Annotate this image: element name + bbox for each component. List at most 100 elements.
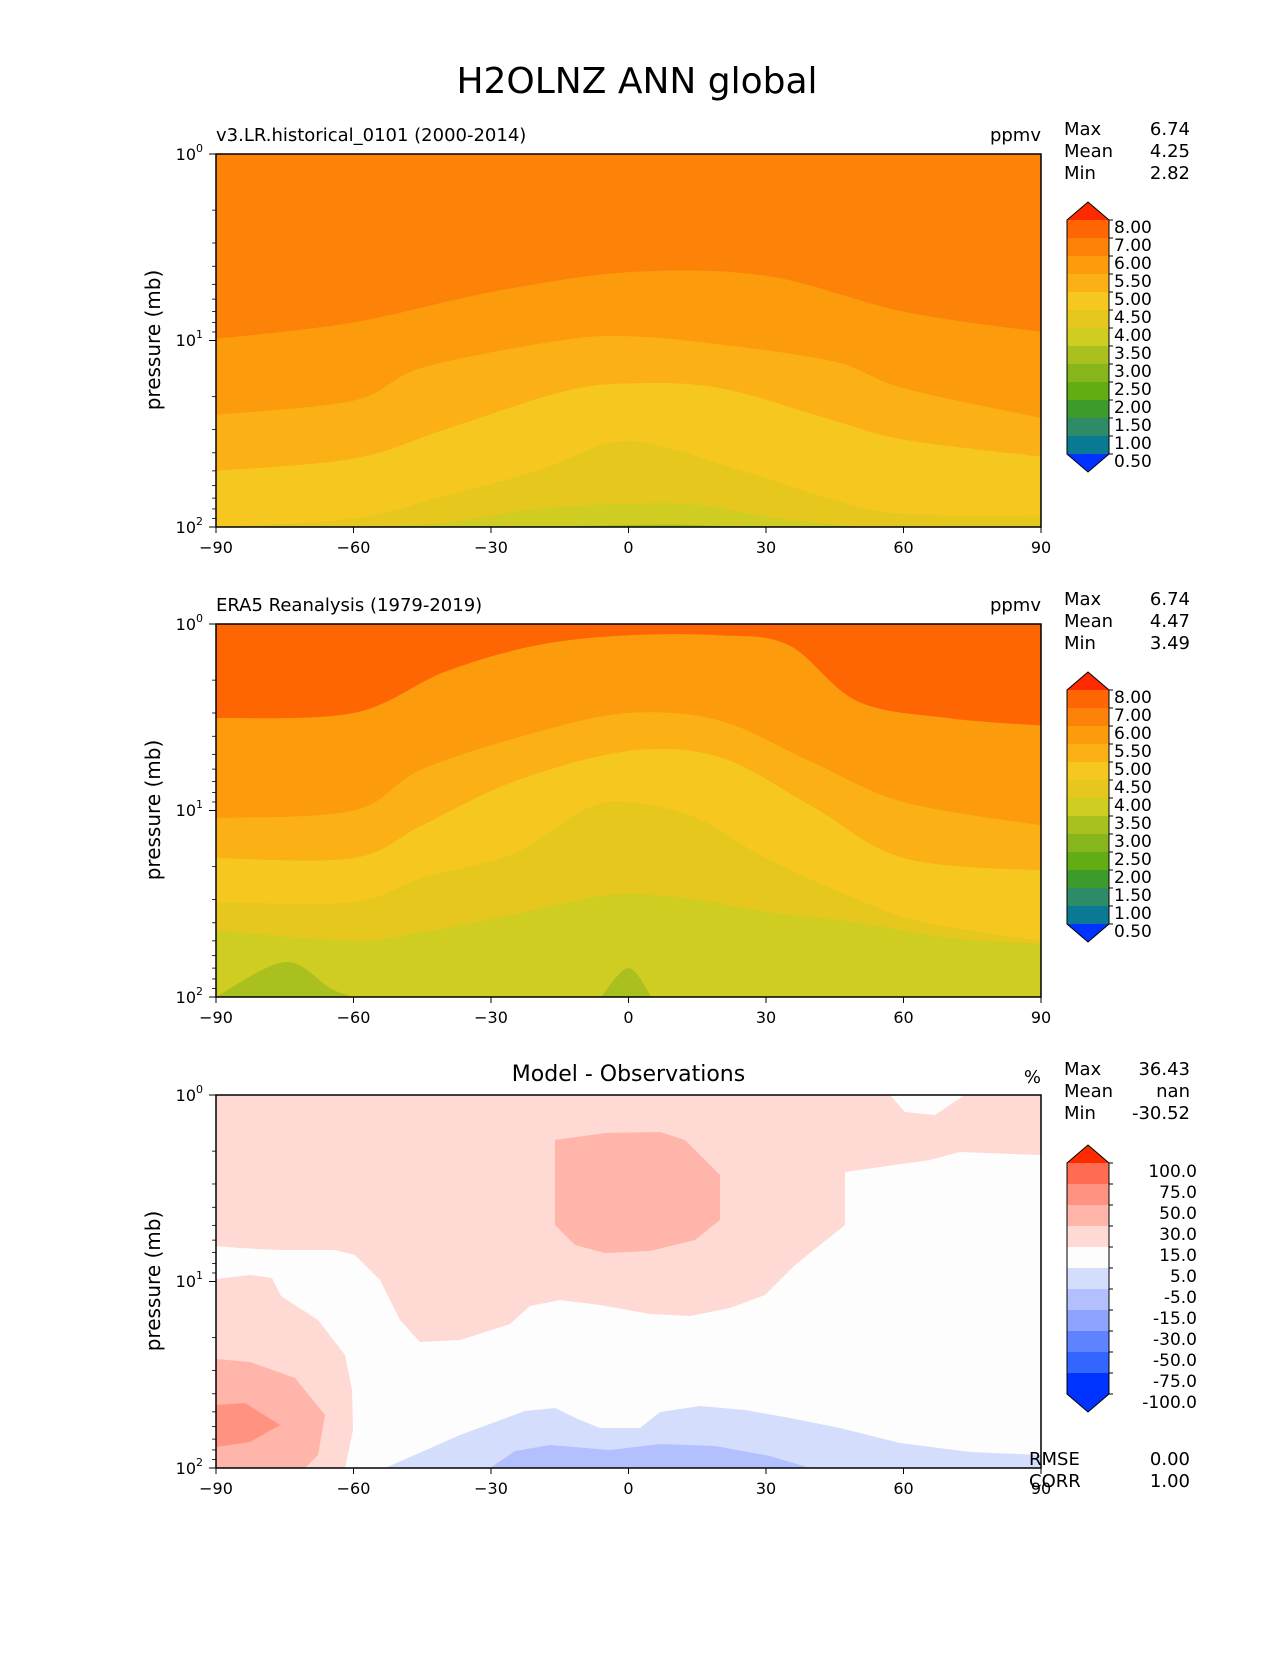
stat-mean-value: 4.47 [1150, 611, 1190, 632]
colorbar-segment [1067, 906, 1109, 924]
contour-band [353, 503, 858, 527]
rmse-value: 0.00 [1150, 1449, 1190, 1470]
x-tick-label: 0 [623, 538, 633, 557]
colorbar-extend-min [1067, 924, 1109, 942]
y-axis-label: pressure (mb) [141, 270, 165, 411]
colorbar-segment [1067, 1226, 1109, 1247]
corr-value: 1.00 [1150, 1471, 1190, 1492]
x-tick-label: −60 [337, 1479, 371, 1498]
rmse-label: RMSE [1029, 1449, 1080, 1470]
colorbar [1066, 201, 1113, 473]
colorbar [1066, 671, 1113, 943]
colorbar-segment [1067, 328, 1109, 346]
colorbar-label: 2.50 [1114, 380, 1152, 400]
colorbar-label: 8.00 [1114, 688, 1152, 708]
colorbar-label: 2.00 [1114, 398, 1152, 418]
colorbar-label: 1.50 [1114, 416, 1152, 436]
colorbar-segment [1067, 834, 1109, 852]
stat-max-value: 36.43 [1138, 1059, 1190, 1080]
colorbar-extend-min [1067, 454, 1109, 472]
x-tick-label: −90 [199, 1008, 233, 1027]
colorbar-labels: 8.00 7.00 6.00 5.50 5.00 4.50 4.00 3.50 … [1114, 688, 1152, 942]
colorbar-segment [1067, 798, 1109, 816]
plot-area [215, 1094, 1042, 1469]
stat-min-value: 3.49 [1150, 633, 1190, 654]
panel-model: v3.LR.historical_0101 (2000-2014) ppmv M… [141, 119, 1190, 557]
plot-area [215, 623, 1042, 998]
x-tick-label: 30 [756, 1479, 776, 1498]
colorbar-label: 3.00 [1114, 832, 1152, 852]
y-tick-label: 101 [176, 1269, 203, 1291]
colorbar-label: -30.0 [1153, 1330, 1197, 1350]
colorbar-segment [1067, 888, 1109, 906]
colorbar-label: 8.00 [1114, 218, 1152, 238]
stat-mean-label: Mean [1064, 141, 1113, 162]
y-tick-label: 101 [176, 328, 203, 350]
colorbar-segment [1067, 436, 1109, 454]
colorbar-label: 3.00 [1114, 362, 1152, 382]
stat-max-value: 6.74 [1150, 589, 1190, 610]
x-tick-label: −90 [199, 1479, 233, 1498]
y-tick-label: 102 [176, 985, 203, 1007]
colorbar-segment [1067, 1163, 1109, 1184]
stat-max-label: Max [1064, 119, 1102, 140]
colorbar-segment [1067, 346, 1109, 364]
colorbar-segment [1067, 310, 1109, 328]
colorbar-label: 2.50 [1114, 850, 1152, 870]
contour-bands [216, 270, 1041, 527]
y-tick-label: 100 [176, 1083, 203, 1105]
colorbar-segment [1067, 1247, 1109, 1268]
colorbar-segment [1067, 726, 1109, 744]
x-tick-label: −60 [337, 1008, 371, 1027]
contour-band [216, 893, 1041, 997]
colorbar-label: -15.0 [1153, 1309, 1197, 1329]
contour-band-negative-15-30 [490, 1444, 810, 1468]
stat-mean-label: Mean [1064, 1081, 1113, 1102]
colorbar-label: -50.0 [1153, 1351, 1197, 1371]
figure-title: H2OLNZ ANN global [456, 61, 817, 102]
colorbar-label: 7.00 [1114, 236, 1152, 256]
colorbar-label: -100.0 [1142, 1393, 1197, 1413]
colorbar-extend-max [1067, 1145, 1109, 1163]
stat-mean-value: 4.25 [1150, 141, 1190, 162]
colorbar-segment [1067, 400, 1109, 418]
colorbar-label: 75.0 [1159, 1183, 1197, 1203]
colorbar-labels: 8.00 7.00 6.00 5.50 5.00 4.50 4.00 3.50 … [1114, 218, 1152, 472]
colorbar-label: 5.00 [1114, 760, 1152, 780]
contour-bands [216, 1095, 1041, 1468]
colorbar-label: 30.0 [1159, 1225, 1197, 1245]
colorbar-label: -5.0 [1164, 1288, 1197, 1308]
contour-band [216, 962, 354, 997]
y-tick-label: 101 [176, 798, 203, 820]
y-tick-label: 102 [176, 515, 203, 537]
x-tick-label: −30 [474, 538, 508, 557]
y-axis-label: pressure (mb) [141, 1211, 165, 1352]
stat-min-label: Min [1064, 1103, 1096, 1124]
colorbar-label: 0.50 [1114, 452, 1152, 472]
stat-mean-value: nan [1156, 1081, 1190, 1102]
stat-max-label: Max [1064, 589, 1102, 610]
stat-max-value: 6.74 [1150, 119, 1190, 140]
panel-left-title: ERA5 Reanalysis (1979-2019) [216, 595, 482, 616]
colorbar-segment [1067, 1331, 1109, 1352]
panel-units: % [1024, 1067, 1041, 1088]
colorbar [1066, 1144, 1113, 1413]
y-tick-label: 100 [176, 142, 203, 164]
stat-min-label: Min [1064, 633, 1096, 654]
x-axis: −90 −60 −30 0 30 60 90 [199, 527, 1051, 557]
colorbar-segment [1067, 690, 1109, 708]
colorbar-segment [1067, 418, 1109, 436]
x-tick-label: −90 [199, 538, 233, 557]
stat-min-value: -30.52 [1132, 1103, 1190, 1124]
colorbar-segment [1067, 1289, 1109, 1310]
colorbar-label: 6.00 [1114, 254, 1152, 274]
colorbar-segment [1067, 292, 1109, 310]
colorbar-label: -75.0 [1153, 1372, 1197, 1392]
x-tick-label: 90 [1031, 1479, 1051, 1498]
colorbar-segment [1067, 1184, 1109, 1205]
y-axis-label: pressure (mb) [141, 740, 165, 881]
colorbar-segment [1067, 1373, 1109, 1394]
colorbar-extend-max [1067, 672, 1109, 690]
colorbar-segment [1067, 364, 1109, 382]
x-tick-label: −30 [474, 1008, 508, 1027]
